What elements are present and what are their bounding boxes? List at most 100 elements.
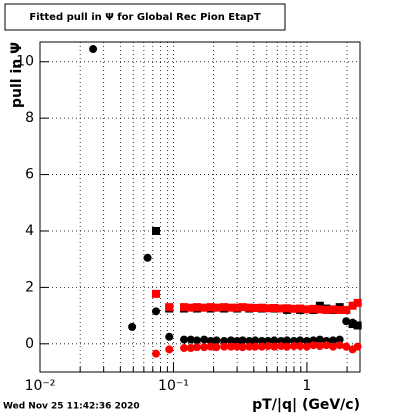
circle-marker bbox=[302, 336, 311, 345]
circle-marker bbox=[200, 343, 209, 352]
circle-marker bbox=[296, 342, 305, 351]
square-marker bbox=[283, 304, 292, 313]
square-marker bbox=[263, 304, 272, 313]
circle-marker bbox=[180, 335, 189, 344]
circle-marker bbox=[238, 336, 247, 345]
square-marker bbox=[277, 304, 286, 313]
square-marker bbox=[251, 303, 260, 312]
square-marker bbox=[192, 303, 201, 312]
circle-marker bbox=[212, 343, 221, 352]
circle-marker bbox=[245, 336, 254, 345]
x-tick-label: 10⁻² bbox=[25, 378, 56, 394]
square-marker bbox=[151, 226, 160, 235]
square-marker bbox=[238, 303, 247, 312]
circle-marker bbox=[238, 343, 247, 352]
square-marker bbox=[353, 321, 362, 330]
square-marker bbox=[206, 303, 215, 312]
y-tick-label: 2 bbox=[25, 279, 34, 295]
circle-marker bbox=[206, 342, 215, 351]
square-marker bbox=[220, 303, 229, 312]
circle-marker bbox=[186, 335, 195, 344]
circle-marker bbox=[251, 336, 260, 345]
square-marker bbox=[212, 303, 221, 312]
timestamp: Wed Nov 25 11:42:36 2020 bbox=[3, 402, 140, 412]
circle-marker bbox=[165, 345, 174, 354]
square-marker bbox=[335, 305, 344, 314]
square-marker bbox=[322, 305, 331, 314]
circle-marker bbox=[315, 342, 324, 351]
square-marker bbox=[309, 304, 318, 313]
plot-frame bbox=[39, 41, 361, 373]
circle-marker bbox=[289, 342, 298, 351]
circle-marker bbox=[212, 336, 221, 345]
circle-marker bbox=[192, 336, 201, 345]
square-marker bbox=[270, 303, 279, 312]
square-marker bbox=[348, 301, 357, 310]
square-marker bbox=[289, 304, 298, 313]
circle-marker bbox=[186, 344, 195, 353]
circle-marker bbox=[329, 336, 338, 345]
circle-marker bbox=[165, 332, 174, 341]
title-box bbox=[4, 3, 286, 31]
circle-marker bbox=[151, 307, 160, 316]
circle-marker bbox=[257, 336, 266, 345]
circle-marker bbox=[257, 342, 266, 351]
circle-marker bbox=[342, 342, 351, 351]
square-marker bbox=[180, 303, 189, 312]
square-marker bbox=[315, 305, 324, 314]
square-marker bbox=[302, 305, 311, 314]
square-marker bbox=[200, 303, 209, 312]
square-marker bbox=[342, 305, 351, 314]
x-tick-label: 1 bbox=[302, 378, 311, 394]
square-marker bbox=[227, 303, 236, 312]
square-marker bbox=[353, 298, 362, 307]
circle-marker bbox=[353, 342, 362, 351]
circle-marker bbox=[143, 253, 152, 262]
circle-marker bbox=[270, 342, 279, 351]
square-marker bbox=[165, 303, 174, 312]
circle-marker bbox=[315, 335, 324, 344]
circle-marker bbox=[322, 341, 331, 350]
y-tick-label: 8 bbox=[25, 110, 34, 126]
circle-marker bbox=[296, 336, 305, 345]
square-marker bbox=[186, 303, 195, 312]
circle-marker bbox=[245, 342, 254, 351]
x-tick-label: 10⁻¹ bbox=[158, 378, 189, 394]
circle-marker bbox=[192, 343, 201, 352]
circle-marker bbox=[200, 335, 209, 344]
y-tick-label: 6 bbox=[25, 167, 34, 183]
circle-marker bbox=[270, 336, 279, 345]
square-marker bbox=[233, 303, 242, 312]
circle-marker bbox=[342, 317, 351, 326]
circle-marker bbox=[309, 341, 318, 350]
circle-marker bbox=[220, 342, 229, 351]
circle-marker bbox=[89, 45, 98, 54]
circle-marker bbox=[335, 335, 344, 344]
circle-marker bbox=[220, 336, 229, 345]
square-marker bbox=[151, 289, 160, 298]
circle-marker bbox=[263, 342, 272, 351]
circle-marker bbox=[302, 342, 311, 351]
square-marker bbox=[329, 305, 338, 314]
y-tick-label: 0 bbox=[25, 336, 34, 352]
circle-marker bbox=[277, 342, 286, 351]
x-axis-label: pT/|q| (GeV/c) bbox=[252, 397, 360, 413]
square-marker bbox=[348, 320, 357, 329]
circle-marker bbox=[180, 344, 189, 353]
circle-marker bbox=[128, 322, 137, 331]
chart-title: Fitted pull in Ψ for Global Rec Pion Eta… bbox=[29, 12, 260, 23]
y-tick-label: 4 bbox=[25, 223, 34, 239]
circle-marker bbox=[206, 336, 215, 345]
circle-marker bbox=[283, 336, 292, 345]
square-marker bbox=[245, 303, 254, 312]
circle-marker bbox=[251, 342, 260, 351]
circle-marker bbox=[151, 349, 160, 358]
circle-marker bbox=[335, 341, 344, 350]
y-tick-label: 10 bbox=[16, 54, 34, 70]
square-marker bbox=[296, 304, 305, 313]
circle-marker bbox=[227, 336, 236, 345]
y-axis-label: pull in Ψ bbox=[9, 42, 25, 108]
circle-marker bbox=[283, 342, 292, 351]
circle-marker bbox=[329, 342, 338, 351]
